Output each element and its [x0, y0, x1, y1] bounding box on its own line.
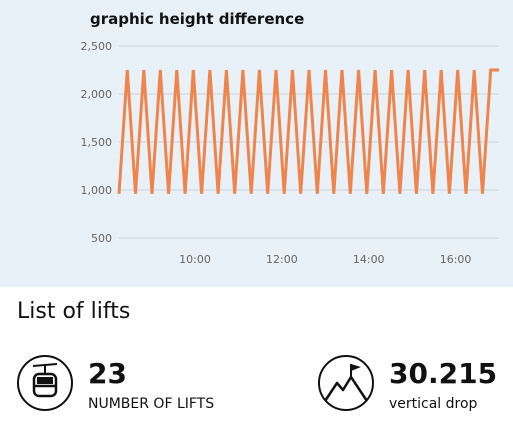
- y-tick-label: 1,500: [81, 136, 113, 149]
- y-tick-label: 1,000: [81, 184, 113, 197]
- y-tick-label: 2,500: [81, 40, 113, 53]
- vertical-drop-label: vertical drop: [389, 396, 478, 412]
- gondola-icon: [17, 355, 73, 411]
- lift-count-value: 23: [88, 357, 127, 390]
- vertical-drop-value: 30.215: [389, 357, 498, 390]
- chart-title: graphic height difference: [90, 10, 305, 28]
- height-chart-panel: graphic height difference 500 1,000 1,500 2…: [0, 0, 513, 287]
- x-tick-label: 16:00: [440, 253, 472, 266]
- height-chart: 500 1,000 1,500 2,000 2,500 10:00 12:00 14:00 16…: [81, 40, 499, 266]
- y-tick-label: 2,000: [81, 88, 113, 101]
- altitude-series-line: [117, 68, 499, 194]
- x-tick-label: 14:00: [353, 253, 385, 266]
- lift-count-label: NUMBER OF LIFTS: [88, 396, 215, 412]
- y-tick-label: 500: [91, 232, 112, 245]
- x-tick-label: 12:00: [266, 253, 298, 266]
- mountain-flag-icon: [318, 355, 374, 411]
- x-tick-label: 10:00: [179, 253, 211, 266]
- lifts-section-title: List of lifts: [17, 299, 131, 324]
